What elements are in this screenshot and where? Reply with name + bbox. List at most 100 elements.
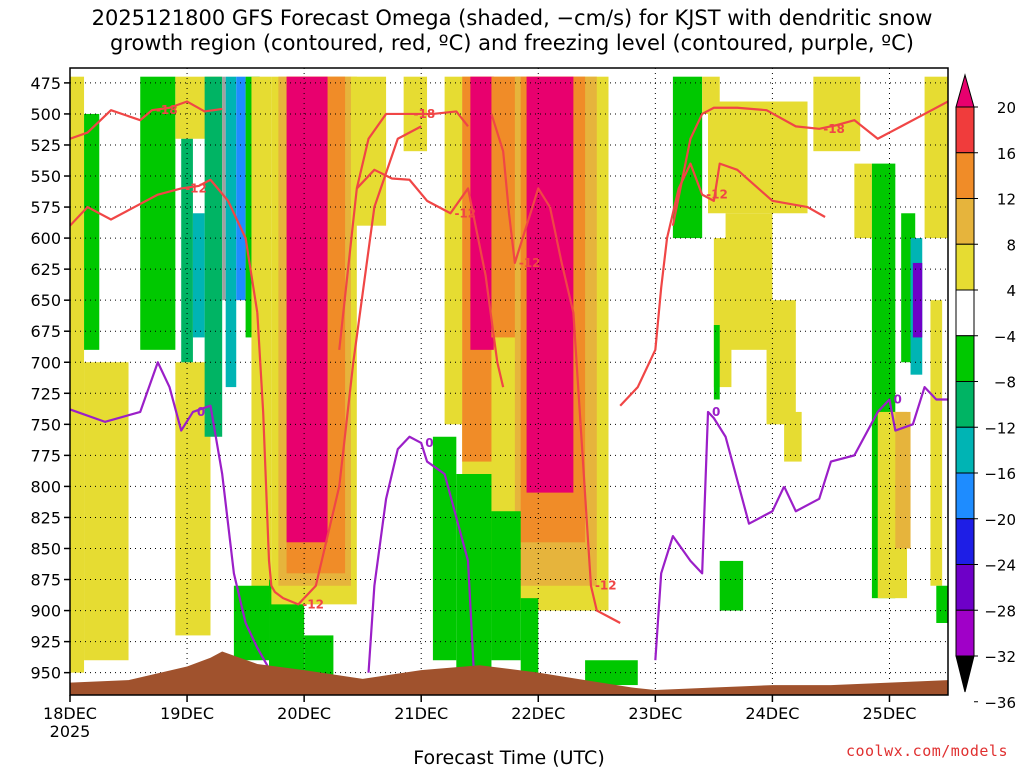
omega-shade-cell [912, 262, 923, 338]
y-tick-label: 525 [30, 136, 61, 155]
freezing-contour-label: 0 [712, 405, 720, 419]
omega-shade-cell [225, 76, 237, 388]
chart-title: 2025121800 GFS Forecast Omega (shaded, −… [0, 6, 1024, 56]
colorbar-label: 12 [997, 191, 1016, 209]
colorbar-label: 4 [1006, 282, 1016, 300]
omega-shade-cell [930, 300, 943, 586]
y-tick-label: 850 [30, 539, 61, 558]
dgz-contour-label: -12 [302, 597, 324, 611]
colorbar-label: −20 [984, 511, 1016, 529]
omega-shade-cell [725, 213, 773, 350]
omega-shading-layer [70, 76, 948, 686]
omega-shade-cell [456, 473, 492, 673]
dgz-contour-red [70, 100, 223, 140]
y-tick-label: 825 [30, 508, 61, 527]
omega-shade-cell [936, 585, 948, 623]
omega-shade-cell [192, 213, 205, 338]
x-tick-label: 21DEC [394, 704, 448, 723]
omega-shade-cell [222, 76, 226, 301]
colorbar-label: −16 [984, 465, 1016, 483]
omega-shade-cell [432, 436, 457, 661]
omega-shade-cell [470, 76, 494, 350]
y-tick-label: 750 [30, 415, 61, 434]
y-tick-label: 950 [30, 664, 61, 683]
dgz-contour-red [619, 162, 826, 407]
freezing-contour-purple [367, 435, 475, 673]
y-tick-label: 475 [30, 74, 61, 93]
dgz-contour-label: -18 [413, 107, 435, 121]
x-tick-label: 24DEC [745, 704, 799, 723]
chart-title-line2: growth region (contoured, red, ºC) and f… [110, 31, 914, 55]
colorbar-top-triangle [955, 73, 975, 108]
y-tick-label: 900 [30, 602, 61, 621]
y-tick-label: 800 [30, 477, 61, 496]
omega-shade-cell [140, 76, 176, 350]
freezing-contour-purple [783, 385, 948, 513]
x-tick-label: 22DEC [511, 704, 565, 723]
dgz-contour-red [338, 110, 469, 350]
x-axis-label: Forecast Time (UTC) [413, 747, 604, 768]
colorbar-label: −4 [994, 328, 1016, 346]
colorbar-label: −32 [984, 648, 1016, 666]
y-tick-label: 925 [30, 633, 61, 652]
y-tick-label: 700 [30, 353, 61, 372]
colorbar-segment [955, 518, 975, 565]
plot-frame [69, 67, 949, 696]
colorbar-label: −36 [984, 694, 1016, 712]
x-tick-label: 18DEC [43, 704, 97, 723]
omega-shade-cell [813, 76, 861, 152]
x-tick-label: 25DEC [862, 704, 916, 723]
dgz-contour-red [671, 100, 948, 226]
x-tick-label: 19DEC [160, 704, 214, 723]
dgz-contour-label: -12 [595, 579, 617, 593]
colorbar-segment [955, 243, 975, 291]
y-tick-label: 575 [30, 198, 61, 217]
x-tick-year-label: 2025 [50, 722, 91, 741]
y-tick-label: 500 [30, 105, 61, 124]
omega-shade-cell [444, 76, 463, 425]
colorbar-segment [955, 564, 975, 611]
credit-text: coolwx.com/models [845, 742, 1008, 760]
colorbar-segment [955, 289, 975, 337]
y-tick-label: 775 [30, 446, 61, 465]
chart-title-line1: 2025121800 GFS Forecast Omega (shaded, −… [91, 6, 933, 30]
omega-shade-cell [204, 76, 223, 437]
colorbar-segment [955, 426, 975, 474]
dgz-contour-red [356, 168, 505, 388]
omega-shade-cell [286, 76, 328, 543]
contour-layer: -18 -12 -12 -18 -12 -12 -12 -12 -18 0 0 0 0 [70, 100, 948, 680]
freezing-contour-label: 0 [197, 405, 205, 419]
colorbar-label: −28 [984, 602, 1016, 620]
colorbar-label: −24 [984, 557, 1016, 575]
x-tick-label: 20DEC [277, 704, 331, 723]
colorbar-segment [955, 198, 975, 245]
colorbar-label: −8 [994, 374, 1016, 392]
y-tick-label: 650 [30, 291, 61, 310]
colorbar-bottom-triangle [955, 655, 975, 693]
colorbar-label: 20 [997, 99, 1016, 117]
freezing-contour-label: 0 [425, 436, 433, 450]
omega-shade-cell [181, 138, 193, 363]
omega-shade-cell [84, 113, 100, 350]
x-tick-label: 23DEC [628, 704, 682, 723]
omega-shade-cell [895, 411, 911, 549]
y-tick-label: 725 [30, 384, 61, 403]
colorbar-label: 16 [997, 145, 1016, 163]
omega-shade-cell [491, 511, 521, 661]
omega-shade-cell [70, 76, 85, 673]
y-tick-label: 875 [30, 571, 61, 590]
omega-shade-cell [84, 362, 129, 661]
colorbar-segment [955, 609, 975, 657]
omega-shade-cell [585, 660, 638, 686]
colorbar-segment [955, 472, 975, 520]
dgz-contour-red [256, 125, 422, 606]
dgz-contour-red [490, 113, 551, 265]
omega-shade-cell [924, 76, 948, 239]
omega-shade-cell [784, 411, 802, 462]
omega-shade-cell [350, 76, 387, 226]
y-tick-label: 600 [30, 229, 61, 248]
colorbar-segment [955, 152, 975, 199]
dgz-contour-label: -12 [185, 181, 207, 195]
